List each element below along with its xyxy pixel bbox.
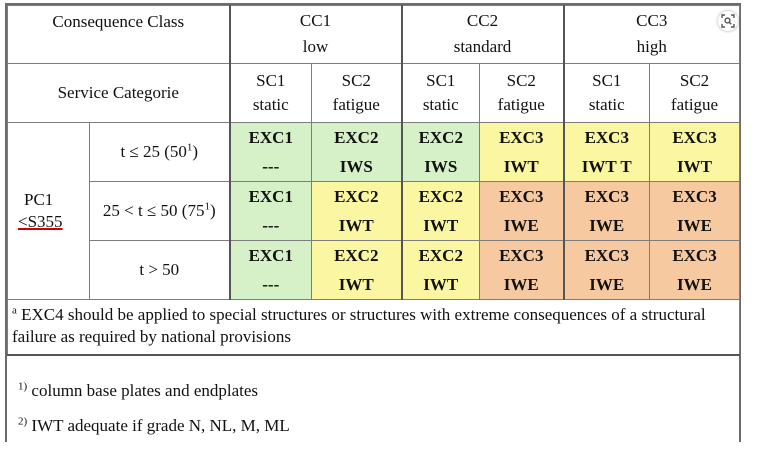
cc3-header: CC3 high <box>562 5 741 64</box>
pc-label: PC1 <S355 <box>7 181 90 241</box>
footnote: 1) column base plates and endplates <box>18 380 259 400</box>
exc-cell: EXC1 --- <box>228 122 313 182</box>
exc-cell: EXC1 --- <box>228 240 313 300</box>
exc-cell: EXC3 IWE <box>649 240 741 300</box>
document-frame <box>5 3 741 442</box>
sc-header: SC1 static <box>562 63 651 123</box>
exc-cell: EXC3 IWE <box>479 181 565 241</box>
pc-blank <box>7 122 90 182</box>
pc-blank <box>7 240 90 300</box>
exc-cell: EXC3 IWE <box>562 240 651 300</box>
sc-header: SC1 static <box>228 63 313 123</box>
sc-header: SC2 fatigue <box>649 63 741 123</box>
footnotes: 1) column base plates and endplates 2) I… <box>18 380 290 450</box>
thickness-label: t ≤ 25 (501) <box>88 122 231 182</box>
exc-cell: EXC3 IWT <box>479 122 565 182</box>
sc-header: SC2 fatigue <box>311 63 403 123</box>
service-category-label: Service Categorie <box>6 63 231 123</box>
consequence-class-label: Consequence Class <box>6 5 231 64</box>
sc-header: SC2 fatigue <box>479 63 565 123</box>
footnote: 2) IWT adequate if grade N, NL, M, ML <box>18 415 290 435</box>
exc-cell: EXC3 IWE <box>562 181 651 241</box>
exc-cell: EXC1 --- <box>228 181 313 241</box>
exc4-note: a EXC4 should be applied to special stru… <box>6 299 741 356</box>
exc-cell: EXC2 IWS <box>400 122 481 182</box>
cc1-header: CC1 low <box>228 5 403 64</box>
exc-cell: EXC2 IWT <box>311 240 403 300</box>
exc-cell: EXC2 IWS <box>311 122 403 182</box>
exc-cell: EXC2 IWT <box>400 181 481 241</box>
exc-cell: EXC3 IWE <box>479 240 565 300</box>
exc-cell: EXC3 IWT T <box>562 122 651 182</box>
sc-header: SC1 static <box>400 63 481 123</box>
thickness-label: t > 50 <box>88 240 231 300</box>
cc2-header: CC2 standard <box>400 5 565 64</box>
execution-class-table: Consequence Class CC1 low CC2 standard CC3… <box>6 5 741 356</box>
exc-cell: EXC3 IWT <box>649 122 741 182</box>
visual-search-icon[interactable] <box>718 11 738 31</box>
exc-cell: EXC2 IWT <box>400 240 481 300</box>
visual-search-icon <box>721 14 735 28</box>
thickness-label: 25 < t ≤ 50 (751) <box>88 181 231 241</box>
exc-cell: EXC2 IWT <box>311 181 403 241</box>
exc-cell: EXC3 IWE <box>649 181 741 241</box>
